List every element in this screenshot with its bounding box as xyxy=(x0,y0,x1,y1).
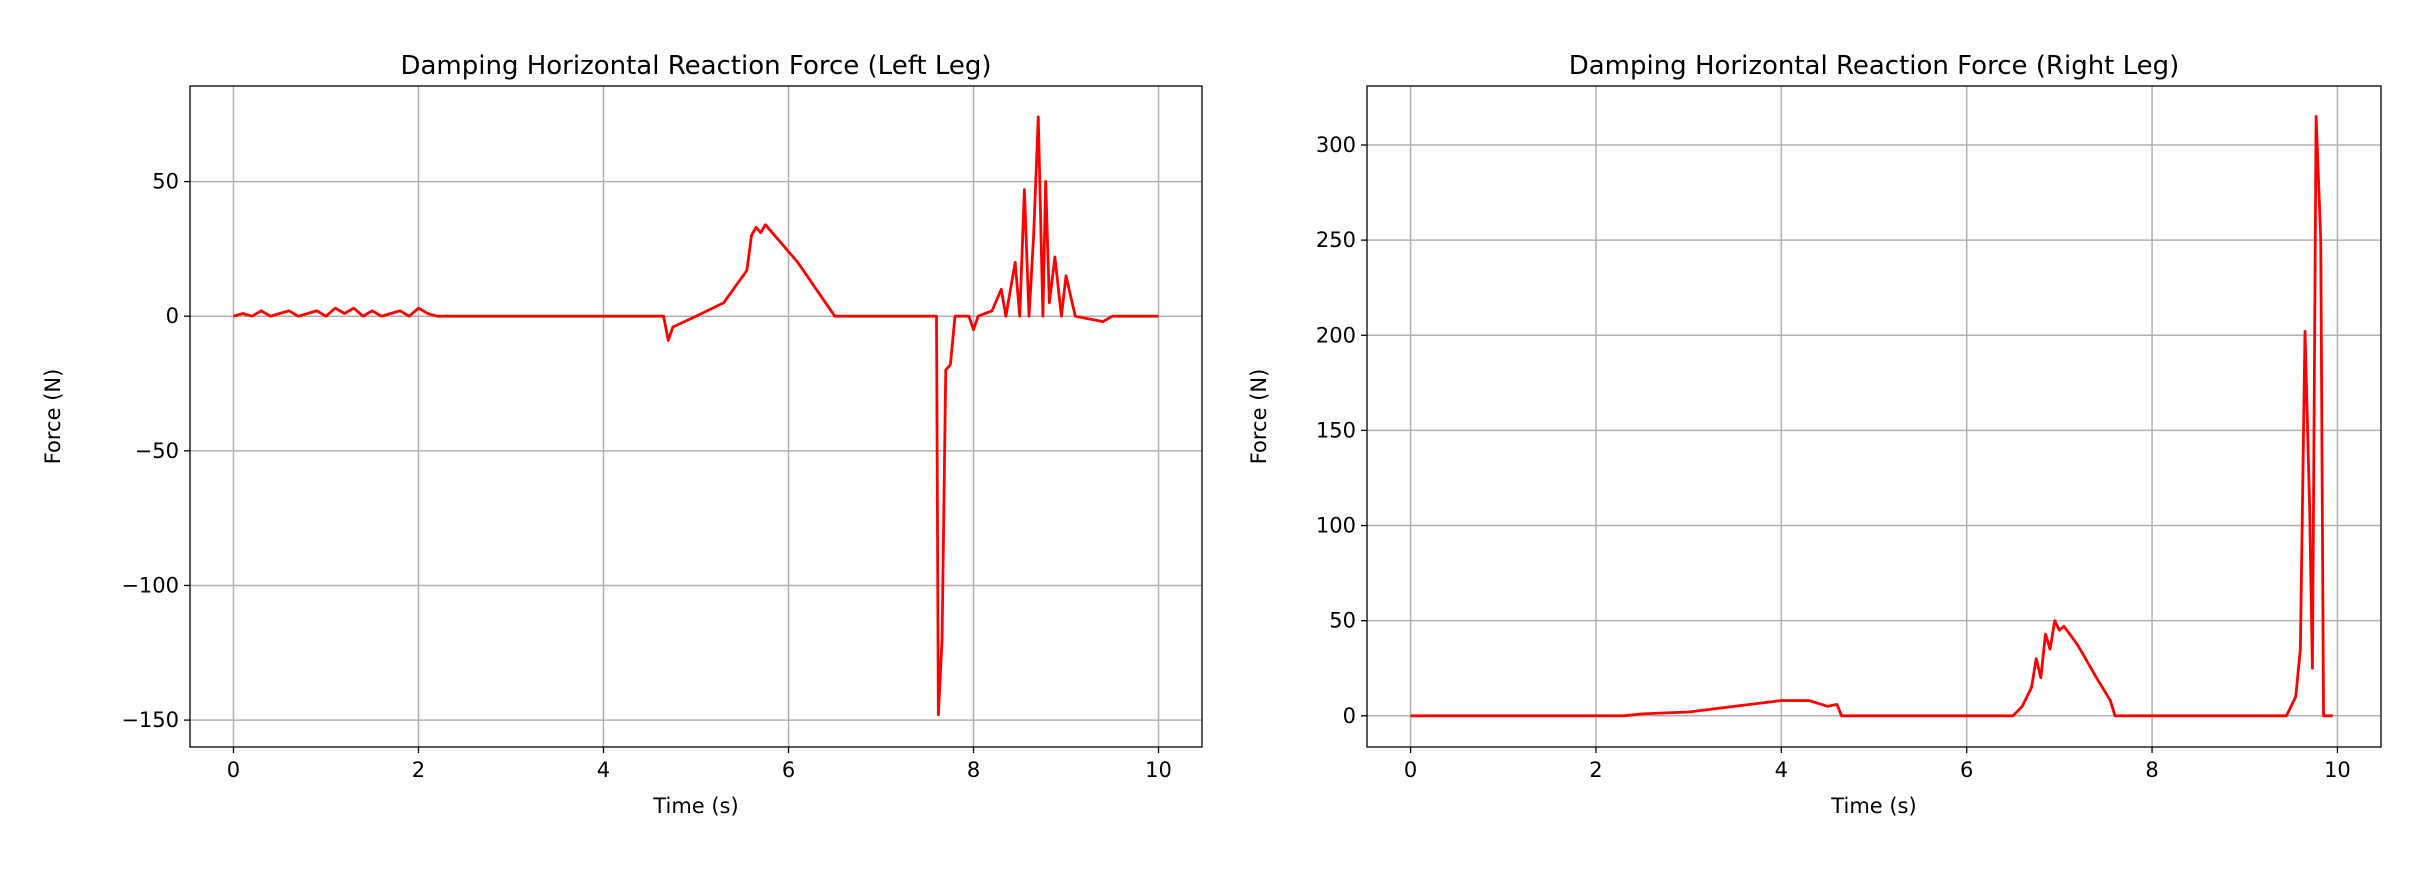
x-tick-label: 6 xyxy=(1960,758,1973,782)
y-axis-label: Force (N) xyxy=(41,369,65,465)
x-tick-label: 0 xyxy=(227,758,240,782)
axes-frame xyxy=(189,85,1203,748)
x-tick-label: 4 xyxy=(1775,758,1788,782)
x-tick-label: 4 xyxy=(597,758,610,782)
y-tick-label: 150 xyxy=(1316,418,1356,442)
x-axis-label: Time (s) xyxy=(1830,794,1916,818)
y-tick-label: 50 xyxy=(152,170,179,194)
x-tick-label: 2 xyxy=(1589,758,1602,782)
data-line xyxy=(233,115,1159,717)
y-tick-label: 200 xyxy=(1316,323,1356,347)
x-tick-label: 6 xyxy=(782,758,795,782)
y-tick-label: 300 xyxy=(1316,133,1356,157)
y-tick-label: 0 xyxy=(166,304,179,328)
x-tick-label: 8 xyxy=(2145,758,2158,782)
y-axis-label: Force (N) xyxy=(1247,369,1271,465)
x-tick-label: 2 xyxy=(412,758,425,782)
data-line xyxy=(1410,115,2333,718)
y-tick-label: −50 xyxy=(135,439,179,463)
x-tick-label: 8 xyxy=(967,758,980,782)
y-tick-label: −150 xyxy=(121,708,179,732)
x-tick-label: 0 xyxy=(1404,758,1417,782)
axes-frame xyxy=(1366,85,2382,748)
chart-title: Damping Horizontal Reaction Force (Left … xyxy=(400,51,991,81)
y-tick-label: 250 xyxy=(1316,228,1356,252)
y-tick-label: 50 xyxy=(1329,609,1356,633)
y-tick-label: 0 xyxy=(1343,704,1356,728)
x-tick-label: 10 xyxy=(2324,758,2351,782)
y-tick-label: −100 xyxy=(121,573,179,597)
chart-title: Damping Horizontal Reaction Force (Right… xyxy=(1569,51,2180,81)
x-tick-label: 10 xyxy=(1145,758,1172,782)
x-axis-label: Time (s) xyxy=(652,794,738,818)
y-tick-label: 100 xyxy=(1316,514,1356,538)
